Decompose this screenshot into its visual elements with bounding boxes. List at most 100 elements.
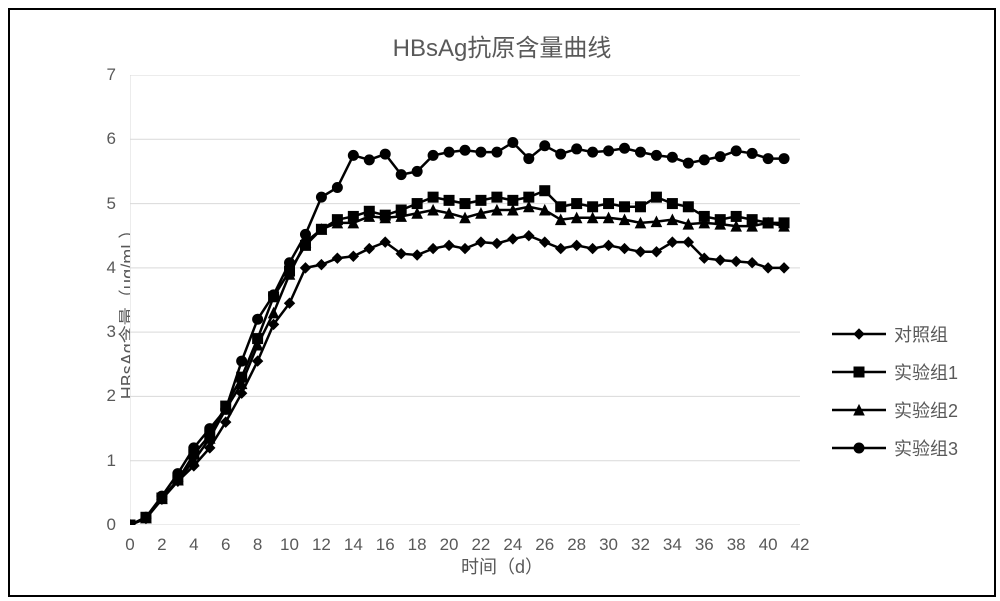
marker-diamond — [540, 237, 550, 247]
marker-square — [667, 199, 677, 209]
marker-circle — [779, 154, 789, 164]
marker-square — [460, 199, 470, 209]
marker-circle — [460, 145, 470, 155]
x-tick-label: 8 — [253, 525, 262, 555]
legend-label: 实验组1 — [894, 359, 958, 385]
marker-circle — [572, 144, 582, 154]
marker-square — [588, 202, 598, 212]
marker-diamond — [444, 240, 454, 250]
x-tick-label: 30 — [599, 525, 618, 555]
x-tick-label: 6 — [221, 525, 230, 555]
marker-diamond — [731, 256, 741, 266]
marker-circle — [556, 149, 566, 159]
legend-label: 实验组2 — [894, 397, 958, 423]
marker-diamond — [348, 251, 358, 261]
x-tick-label: 28 — [567, 525, 586, 555]
series-line-control — [130, 236, 784, 525]
y-tick-label: 6 — [107, 129, 130, 149]
marker-circle — [332, 183, 342, 193]
marker-circle — [269, 290, 279, 300]
marker-circle — [157, 491, 167, 501]
x-tick-label: 40 — [759, 525, 778, 555]
marker-circle — [364, 155, 374, 165]
x-tick-label: 2 — [157, 525, 166, 555]
marker-circle — [300, 229, 310, 239]
marker-diamond — [364, 244, 374, 254]
y-tick-label: 4 — [107, 258, 130, 278]
marker-diamond — [779, 263, 789, 273]
marker-circle — [604, 146, 614, 156]
y-tick-label: 2 — [107, 386, 130, 406]
chart-container: HBsAg抗原含量曲线 HBsAg含量（μg/mL） 0123456702468… — [0, 0, 1000, 601]
legend-label: 实验组3 — [894, 435, 958, 461]
legend-swatch — [832, 400, 886, 420]
marker-diamond — [492, 238, 502, 248]
x-tick-label: 32 — [631, 525, 650, 555]
legend-swatch — [832, 362, 886, 382]
marker-circle — [428, 150, 438, 160]
x-tick-label: 10 — [280, 525, 299, 555]
x-tick-label: 42 — [791, 525, 810, 555]
series-line-exp3 — [130, 143, 784, 526]
legend-label: 对照组 — [894, 321, 948, 347]
marker-diamond — [604, 240, 614, 250]
chart-svg — [130, 75, 800, 525]
marker-diamond — [476, 237, 486, 247]
marker-circle — [667, 152, 677, 162]
marker-circle — [412, 166, 422, 176]
marker-circle — [253, 314, 263, 324]
marker-square — [428, 192, 438, 202]
marker-square — [731, 211, 741, 221]
marker-diamond — [620, 244, 630, 254]
x-tick-label: 14 — [344, 525, 363, 555]
marker-circle — [141, 512, 151, 522]
marker-circle — [540, 141, 550, 151]
marker-circle — [380, 149, 390, 159]
marker-square — [524, 192, 534, 202]
marker-circle — [173, 469, 183, 479]
marker-square — [620, 202, 630, 212]
marker-diamond — [508, 234, 518, 244]
marker-circle — [396, 170, 406, 180]
x-tick-label: 16 — [376, 525, 395, 555]
marker-square — [651, 192, 661, 202]
marker-circle — [588, 147, 598, 157]
marker-circle — [651, 150, 661, 160]
legend-item-control: 对照组 — [832, 320, 958, 348]
marker-circle — [476, 147, 486, 157]
marker-diamond — [460, 244, 470, 254]
marker-circle — [221, 404, 231, 414]
marker-square — [683, 202, 693, 212]
x-tick-label: 38 — [727, 525, 746, 555]
marker-circle — [620, 143, 630, 153]
series-line-exp2 — [130, 207, 784, 525]
marker-diamond — [747, 258, 757, 268]
marker-circle — [715, 152, 725, 162]
chart-title: HBsAg抗原含量曲线 — [10, 28, 994, 63]
marker-circle — [508, 138, 518, 148]
plot-area: 0123456702468101214161820222426283032343… — [130, 75, 800, 525]
marker-circle — [285, 258, 295, 268]
legend-swatch — [832, 324, 886, 344]
marker-diamond — [556, 244, 566, 254]
marker-circle — [854, 443, 864, 453]
x-tick-label: 18 — [408, 525, 427, 555]
marker-diamond — [253, 356, 263, 366]
marker-square — [540, 186, 550, 196]
marker-circle — [444, 147, 454, 157]
marker-diamond — [763, 263, 773, 273]
x-tick-label: 26 — [535, 525, 554, 555]
marker-square — [476, 195, 486, 205]
x-tick-label: 0 — [125, 525, 134, 555]
marker-circle — [316, 192, 326, 202]
marker-diamond — [332, 253, 342, 263]
y-tick-label: 3 — [107, 322, 130, 342]
marker-circle — [699, 155, 709, 165]
marker-square — [635, 202, 645, 212]
x-tick-label: 12 — [312, 525, 331, 555]
marker-circle — [205, 424, 215, 434]
marker-circle — [747, 148, 757, 158]
marker-circle — [348, 150, 358, 160]
marker-circle — [635, 147, 645, 157]
chart-frame: HBsAg抗原含量曲线 HBsAg含量（μg/mL） 0123456702468… — [8, 8, 996, 597]
